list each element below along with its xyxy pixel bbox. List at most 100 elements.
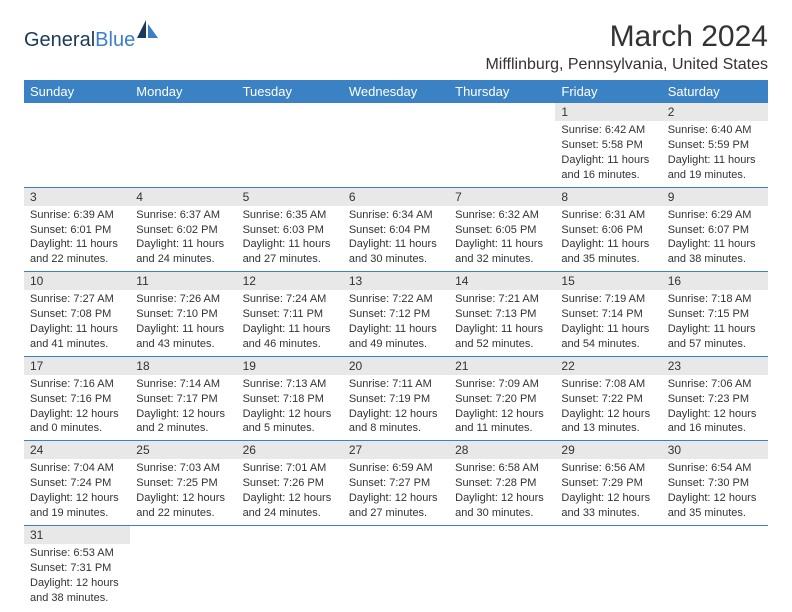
- weekday-header: Wednesday: [343, 80, 449, 103]
- day-info-line: Sunset: 5:58 PM: [561, 138, 655, 153]
- day-content: Sunrise: 6:53 AMSunset: 7:31 PMDaylight:…: [24, 544, 130, 609]
- day-info-line: Sunset: 7:14 PM: [561, 307, 655, 322]
- day-info-line: Sunset: 7:30 PM: [668, 476, 762, 491]
- calendar-week-row: 24Sunrise: 7:04 AMSunset: 7:24 PMDayligh…: [24, 441, 768, 526]
- day-info-line: Sunrise: 6:32 AM: [455, 208, 549, 223]
- day-info-line: Sunset: 7:15 PM: [668, 307, 762, 322]
- calendar-day-cell: 25Sunrise: 7:03 AMSunset: 7:25 PMDayligh…: [130, 441, 236, 526]
- day-number: 27: [343, 441, 449, 459]
- calendar-day-cell: 12Sunrise: 7:24 AMSunset: 7:11 PMDayligh…: [237, 272, 343, 357]
- calendar-day-cell: [662, 525, 768, 609]
- day-number: 13: [343, 272, 449, 290]
- calendar-day-cell: [24, 103, 130, 187]
- sail-icon: [137, 20, 159, 44]
- day-number: 4: [130, 188, 236, 206]
- day-content: Sunrise: 7:01 AMSunset: 7:26 PMDaylight:…: [237, 459, 343, 524]
- day-info-line: Sunset: 6:02 PM: [136, 223, 230, 238]
- day-info-line: Sunrise: 7:16 AM: [30, 377, 124, 392]
- day-info-line: Sunrise: 6:40 AM: [668, 123, 762, 138]
- day-info-line: Sunset: 7:13 PM: [455, 307, 549, 322]
- calendar-day-cell: 17Sunrise: 7:16 AMSunset: 7:16 PMDayligh…: [24, 356, 130, 441]
- day-number: 6: [343, 188, 449, 206]
- calendar-week-row: 31Sunrise: 6:53 AMSunset: 7:31 PMDayligh…: [24, 525, 768, 609]
- day-info-line: Sunrise: 7:14 AM: [136, 377, 230, 392]
- day-info-line: and 35 minutes.: [668, 506, 762, 521]
- day-number: 30: [662, 441, 768, 459]
- calendar-week-row: 17Sunrise: 7:16 AMSunset: 7:16 PMDayligh…: [24, 356, 768, 441]
- day-info-line: Sunset: 7:16 PM: [30, 392, 124, 407]
- day-info-line: Sunset: 6:07 PM: [668, 223, 762, 238]
- day-info-line: and 33 minutes.: [561, 506, 655, 521]
- calendar-day-cell: 21Sunrise: 7:09 AMSunset: 7:20 PMDayligh…: [449, 356, 555, 441]
- day-info-line: Daylight: 11 hours: [30, 322, 124, 337]
- day-info-line: Sunset: 5:59 PM: [668, 138, 762, 153]
- day-content: Sunrise: 7:04 AMSunset: 7:24 PMDaylight:…: [24, 459, 130, 524]
- day-info-line: Sunrise: 6:31 AM: [561, 208, 655, 223]
- day-info-line: Daylight: 12 hours: [30, 576, 124, 591]
- day-number: 19: [237, 357, 343, 375]
- day-info-line: Sunrise: 7:19 AM: [561, 292, 655, 307]
- day-info-line: Sunrise: 7:01 AM: [243, 461, 337, 476]
- calendar-day-cell: [449, 103, 555, 187]
- day-info-line: Sunrise: 6:37 AM: [136, 208, 230, 223]
- day-info-line: Sunset: 7:23 PM: [668, 392, 762, 407]
- day-number: 5: [237, 188, 343, 206]
- calendar-day-cell: 10Sunrise: 7:27 AMSunset: 7:08 PMDayligh…: [24, 272, 130, 357]
- calendar-day-cell: 13Sunrise: 7:22 AMSunset: 7:12 PMDayligh…: [343, 272, 449, 357]
- day-info-line: Daylight: 11 hours: [668, 322, 762, 337]
- day-info-line: Daylight: 11 hours: [243, 322, 337, 337]
- calendar-day-cell: 18Sunrise: 7:14 AMSunset: 7:17 PMDayligh…: [130, 356, 236, 441]
- day-info-line: and 49 minutes.: [349, 337, 443, 352]
- calendar-day-cell: 22Sunrise: 7:08 AMSunset: 7:22 PMDayligh…: [555, 356, 661, 441]
- day-info-line: and 27 minutes.: [243, 252, 337, 267]
- day-info-line: Daylight: 12 hours: [243, 491, 337, 506]
- day-info-line: and 46 minutes.: [243, 337, 337, 352]
- day-info-line: Sunrise: 7:27 AM: [30, 292, 124, 307]
- day-content: [24, 105, 130, 111]
- day-number: 23: [662, 357, 768, 375]
- day-info-line: Daylight: 11 hours: [30, 237, 124, 252]
- day-info-line: and 24 minutes.: [136, 252, 230, 267]
- day-info-line: and 35 minutes.: [561, 252, 655, 267]
- day-info-line: Sunset: 7:19 PM: [349, 392, 443, 407]
- day-info-line: Daylight: 12 hours: [455, 407, 549, 422]
- logo-text-2: Blue: [95, 29, 135, 52]
- day-content: Sunrise: 6:39 AMSunset: 6:01 PMDaylight:…: [24, 206, 130, 271]
- day-info-line: Sunrise: 7:22 AM: [349, 292, 443, 307]
- day-info-line: Daylight: 12 hours: [668, 491, 762, 506]
- day-number: 18: [130, 357, 236, 375]
- day-number: 3: [24, 188, 130, 206]
- day-content: [449, 528, 555, 534]
- day-info-line: and 38 minutes.: [668, 252, 762, 267]
- day-info-line: Sunrise: 6:59 AM: [349, 461, 443, 476]
- day-info-line: and 43 minutes.: [136, 337, 230, 352]
- day-content: Sunrise: 6:37 AMSunset: 6:02 PMDaylight:…: [130, 206, 236, 271]
- calendar-table: Sunday Monday Tuesday Wednesday Thursday…: [24, 80, 768, 609]
- calendar-day-cell: 3Sunrise: 6:39 AMSunset: 6:01 PMDaylight…: [24, 187, 130, 272]
- day-info-line: Sunset: 7:24 PM: [30, 476, 124, 491]
- calendar-day-cell: 6Sunrise: 6:34 AMSunset: 6:04 PMDaylight…: [343, 187, 449, 272]
- title-block: March 2024 Mifflinburg, Pennsylvania, Un…: [485, 20, 768, 74]
- day-content: Sunrise: 7:24 AMSunset: 7:11 PMDaylight:…: [237, 290, 343, 355]
- day-info-line: and 19 minutes.: [30, 506, 124, 521]
- day-number: 11: [130, 272, 236, 290]
- day-info-line: Daylight: 11 hours: [455, 322, 549, 337]
- day-info-line: Sunset: 7:27 PM: [349, 476, 443, 491]
- weekday-header: Saturday: [662, 80, 768, 103]
- day-info-line: Daylight: 11 hours: [136, 322, 230, 337]
- day-info-line: Sunset: 7:08 PM: [30, 307, 124, 322]
- calendar-day-cell: 23Sunrise: 7:06 AMSunset: 7:23 PMDayligh…: [662, 356, 768, 441]
- day-content: Sunrise: 6:35 AMSunset: 6:03 PMDaylight:…: [237, 206, 343, 271]
- calendar-day-cell: 8Sunrise: 6:31 AMSunset: 6:06 PMDaylight…: [555, 187, 661, 272]
- day-info-line: Daylight: 12 hours: [349, 491, 443, 506]
- day-number: 22: [555, 357, 661, 375]
- day-info-line: and 22 minutes.: [30, 252, 124, 267]
- day-content: [343, 105, 449, 111]
- day-number: 7: [449, 188, 555, 206]
- day-info-line: and 16 minutes.: [668, 421, 762, 436]
- day-info-line: Sunset: 6:05 PM: [455, 223, 549, 238]
- calendar-day-cell: 4Sunrise: 6:37 AMSunset: 6:02 PMDaylight…: [130, 187, 236, 272]
- weekday-header: Monday: [130, 80, 236, 103]
- day-info-line: Sunrise: 6:56 AM: [561, 461, 655, 476]
- day-info-line: Daylight: 11 hours: [349, 322, 443, 337]
